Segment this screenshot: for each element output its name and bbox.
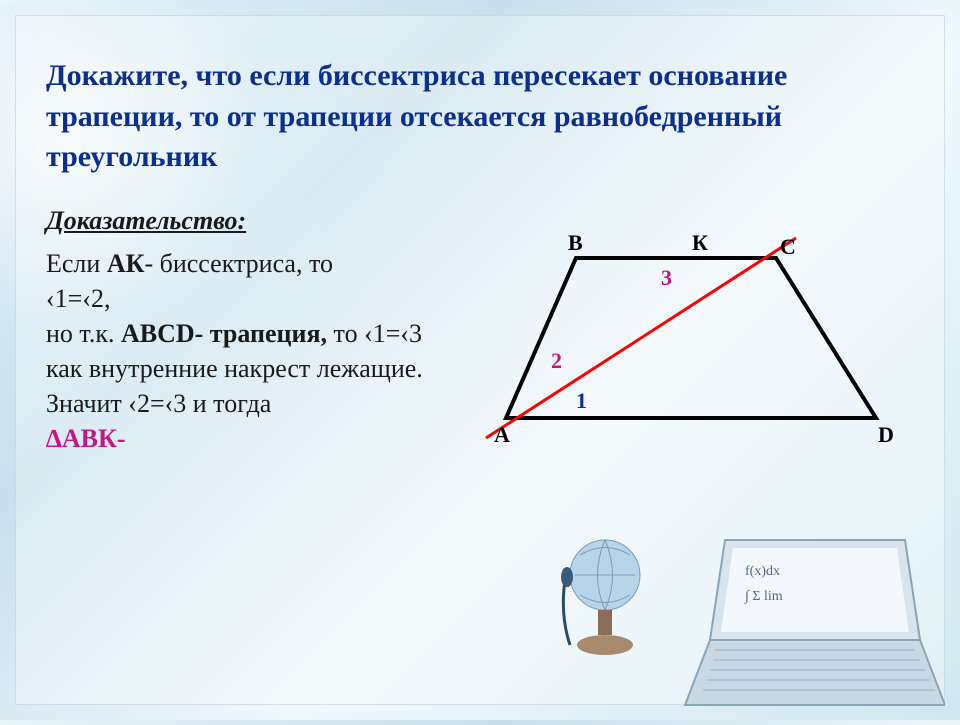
proof-line-1: Если АК- биссектриса, то — [46, 246, 436, 281]
proof-line-2: ‹1=‹2, — [46, 281, 436, 316]
globe-decoration — [550, 525, 660, 665]
vertex-a-label: A — [494, 422, 510, 448]
point-k-label: К — [692, 230, 708, 256]
vertex-d-label: D — [878, 422, 894, 448]
diagram-column: A В С D К 1 2 3 — [456, 203, 914, 457]
vertex-c-label: С — [780, 234, 796, 260]
angle-3-label: 3 — [661, 265, 672, 291]
laptop-decoration: f(x)dx ∫ Σ lim — [645, 530, 945, 720]
vertex-b-label: В — [568, 230, 583, 256]
svg-text:f(x)dx: f(x)dx — [745, 564, 780, 579]
proof-heading: Доказательство: — [46, 203, 436, 238]
diagram-svg — [456, 223, 916, 483]
proof-text: Доказательство: Если АК- биссектриса, то… — [46, 203, 436, 457]
trapezoid-diagram: A В С D К 1 2 3 — [456, 223, 916, 483]
proof-line-5: ∆АВК- — [46, 421, 436, 456]
svg-text:∫ Σ lim: ∫ Σ lim — [744, 589, 783, 604]
angle-2-label: 2 — [551, 348, 562, 374]
content-columns: Доказательство: Если АК- биссектриса, то… — [46, 203, 914, 457]
slide-title: Докажите, что если биссектриса пересекае… — [46, 56, 914, 178]
proof-line-4: Значит ‹2=‹3 и тогда — [46, 386, 436, 421]
proof-line-3: но т.к. ABCD- трапеция, то ‹1=‹3 как вну… — [46, 316, 436, 386]
angle-1-label: 1 — [576, 388, 587, 414]
